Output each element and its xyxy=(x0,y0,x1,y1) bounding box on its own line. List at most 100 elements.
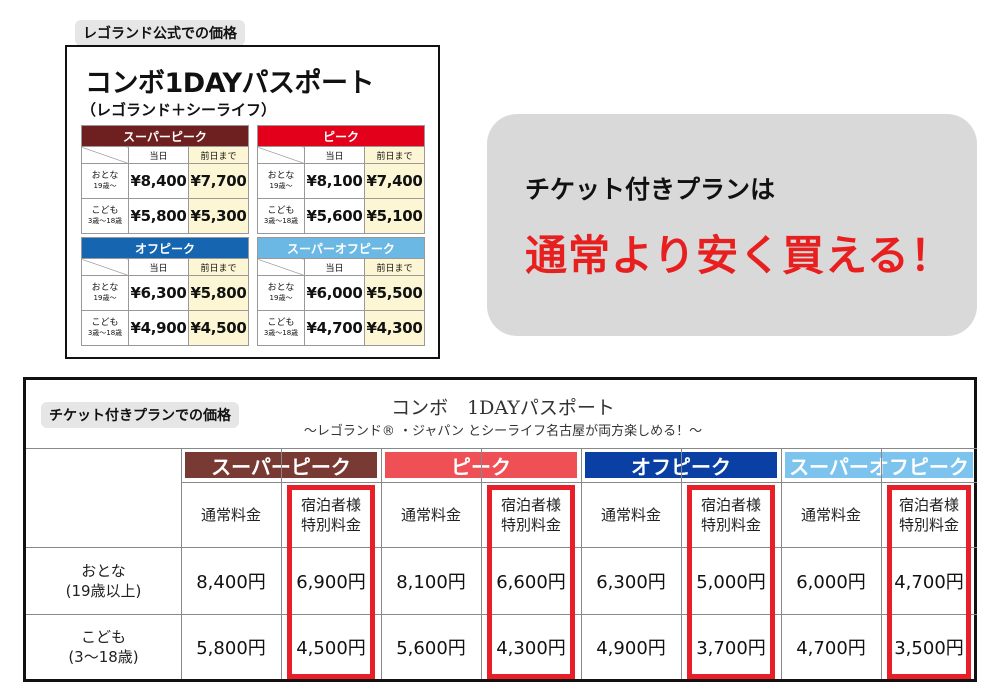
grid-line-vertical xyxy=(481,448,482,679)
official-row-label: おとな 19歳〜 xyxy=(257,275,305,311)
plan-row-label-main: おとな xyxy=(81,561,126,580)
official-row-label: おとな 19歳〜 xyxy=(257,163,305,199)
grid-line-horizontal xyxy=(26,448,977,449)
official-title: コンボ1DAYパスポート xyxy=(85,68,375,99)
plan-price-cell: 6,600円 xyxy=(496,571,566,593)
official-price-cell: ¥5,300 xyxy=(188,198,249,234)
official-table-2: ピーク 当日 前日まで おとな 19歳〜 ¥8,100 ¥7,400 こども 3歳〜18歳 ¥5,… xyxy=(256,125,426,234)
plan-price-cell: 5,000円 xyxy=(696,571,766,593)
discount-callout: チケット付きプランは 通常より安く買える！ xyxy=(487,114,977,336)
plan-period-header: スーパーオフピーク xyxy=(785,452,973,479)
plan-price-cell: 4,500円 xyxy=(296,637,366,659)
plan-row-label-sub: (3〜18歳) xyxy=(68,647,139,666)
special-price-highlight xyxy=(687,485,775,679)
plan-price-cell: 3,700円 xyxy=(696,637,766,659)
plan-price-cell: 6,000円 xyxy=(796,571,866,593)
plan-price-cell: 6,300円 xyxy=(596,571,666,593)
official-row-label: こども 3歳〜18歳 xyxy=(257,198,305,234)
grid-line-horizontal xyxy=(26,614,977,615)
official-row-label: こども 3歳〜18歳 xyxy=(257,310,305,346)
plan-subheader: 宿泊者様 特別料金 xyxy=(898,495,959,534)
official-price-panel: コンボ1DAYパスポート （レゴランド＋シーライフ） スーパーピーク 当日 前日まで… xyxy=(65,45,440,359)
official-price-cell: ¥4,900 xyxy=(128,310,189,346)
official-column-header: 当日 xyxy=(128,258,189,276)
plan-price-cell: 5,600円 xyxy=(396,637,466,659)
official-price-cell: ¥8,400 xyxy=(128,163,189,199)
plan-price-cell: 4,700円 xyxy=(894,571,964,593)
grid-line-vertical xyxy=(181,448,182,679)
official-table-4: スーパーオフピーク 当日 前日まで おとな 19歳〜 ¥6,000 ¥5,500 こども 3歳〜… xyxy=(257,237,425,346)
grid-line-horizontal xyxy=(181,482,977,483)
plan-price-cell: 4,900円 xyxy=(596,637,666,659)
official-price-cell: ¥6,300 xyxy=(128,275,189,311)
official-price-tag: レゴランド公式での価格 xyxy=(75,20,245,46)
official-price-cell: ¥4,300 xyxy=(364,310,425,346)
grid-line-vertical xyxy=(581,448,582,679)
official-column-header: 当日 xyxy=(128,146,189,164)
plan-subtitle: 〜レゴランド® ・ジャパン とシーライフ名古屋が両方楽しめる！〜 xyxy=(303,424,703,439)
official-period-header: スーパーオフピーク xyxy=(257,237,425,259)
plan-subheader: 通常料金 xyxy=(200,505,261,524)
official-price-cell: ¥5,500 xyxy=(364,275,425,311)
official-price-cell: ¥5,800 xyxy=(128,198,189,234)
plan-price-cell: 5,800円 xyxy=(196,637,266,659)
plan-price-panel: コンボ 1DAYパスポート 〜レゴランド® ・ジャパン とシーライフ名古屋が両方… xyxy=(23,377,977,682)
official-price-cell: ¥8,100 xyxy=(304,163,365,199)
diagonal-corner-cell xyxy=(257,258,305,276)
official-row-label: おとな 19歳〜 xyxy=(81,163,129,199)
official-row-label: こども 3歳〜18歳 xyxy=(81,198,129,234)
official-price-cell: ¥5,100 xyxy=(363,198,426,234)
grid-line-horizontal xyxy=(26,547,977,548)
grid-line-vertical xyxy=(381,448,382,679)
official-row-label: おとな 19歳〜 xyxy=(81,275,129,311)
diagonal-corner-cell xyxy=(81,258,129,276)
official-table-1: スーパーピーク 当日 前日まで おとな 19歳〜 ¥8,400 ¥7,700 こども 3歳〜18… xyxy=(81,125,249,234)
official-column-header: 前日まで xyxy=(364,258,425,276)
plan-price-cell: 4,300円 xyxy=(496,637,566,659)
special-price-highlight xyxy=(487,485,575,679)
official-price-cell: ¥5,600 xyxy=(304,198,365,234)
special-price-highlight xyxy=(287,485,375,679)
official-price-cell: ¥6,000 xyxy=(304,275,365,311)
official-price-cell: ¥7,700 xyxy=(188,163,249,199)
plan-subheader: 通常料金 xyxy=(400,505,461,524)
corner-cell xyxy=(26,448,181,482)
grid-line-vertical xyxy=(681,448,682,679)
official-subtitle: （レゴランド＋シーライフ） xyxy=(81,101,277,119)
official-period-header: オフピーク xyxy=(80,237,250,259)
plan-row-label-sub: (19歳以上) xyxy=(65,581,142,600)
grid-line-vertical xyxy=(781,448,782,679)
special-price-highlight xyxy=(887,485,971,679)
plan-subheader: 宿泊者様 特別料金 xyxy=(700,495,761,534)
official-column-header: 当日 xyxy=(304,146,365,164)
official-table-3: オフピーク 当日 前日まで おとな 19歳〜 ¥6,300 ¥5,800 こども 3歳〜18歳 ¥… xyxy=(80,237,250,346)
official-price-cell: ¥4,700 xyxy=(304,310,365,346)
plan-row-label: おとな (19歳以上) xyxy=(26,547,181,614)
plan-row-label-main: こども xyxy=(80,627,126,646)
official-column-header: 前日まで xyxy=(187,258,250,276)
plan-price-cell: 8,100円 xyxy=(396,571,466,593)
diagonal-corner-cell xyxy=(81,146,129,164)
diagonal-corner-cell xyxy=(257,146,305,164)
plan-price-cell: 6,900円 xyxy=(296,571,366,593)
official-price-cell: ¥4,500 xyxy=(187,310,250,346)
official-row-label: こども 3歳〜18歳 xyxy=(81,310,129,346)
grid-line-vertical xyxy=(881,448,882,679)
official-period-header: ピーク xyxy=(256,125,426,147)
official-column-header: 前日まで xyxy=(363,146,426,164)
plan-price-cell: 3,500円 xyxy=(894,637,964,659)
plan-subheader: 通常料金 xyxy=(600,505,661,524)
plan-subheader: 宿泊者様 特別料金 xyxy=(300,495,361,534)
callout-line1: チケット付きプランは xyxy=(525,175,776,204)
official-price-cell: ¥7,400 xyxy=(363,163,426,199)
plan-price-cell: 4,700円 xyxy=(796,637,866,659)
official-price-cell: ¥5,800 xyxy=(187,275,250,311)
plan-price-cell: 8,400円 xyxy=(196,571,266,593)
plan-price-tag: チケット付きプランでの価格 xyxy=(41,402,239,428)
grid-line-vertical xyxy=(281,448,282,679)
official-column-header: 前日まで xyxy=(188,146,249,164)
plan-subheader: 通常料金 xyxy=(800,505,861,524)
plan-row-label: こども (3〜18歳) xyxy=(26,614,181,679)
callout-line2: 通常より安く買える！ xyxy=(525,231,953,280)
plan-subheader: 宿泊者様 特別料金 xyxy=(500,495,561,534)
